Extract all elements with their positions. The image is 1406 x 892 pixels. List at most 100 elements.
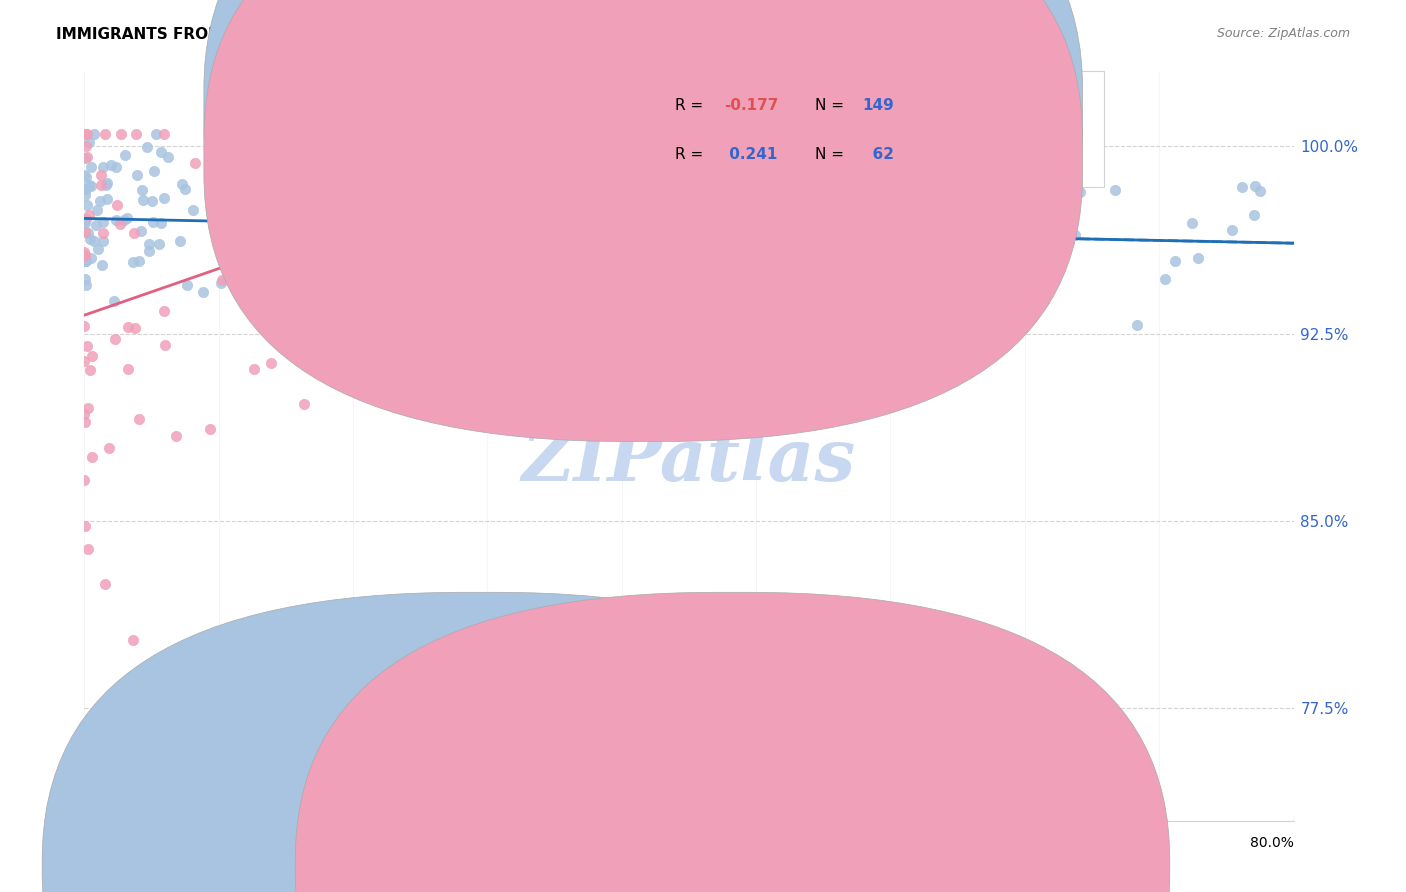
Point: [484, 267, 506, 281]
Point: [148, 236, 170, 251]
Point: [73, 415, 96, 429]
Point: [73, 213, 96, 227]
Point: [1249, 184, 1271, 198]
Point: [73, 151, 96, 165]
Point: [143, 163, 166, 178]
Point: [156, 149, 179, 163]
Point: [73, 212, 96, 227]
Point: [73, 407, 96, 421]
Text: 80.0%: 80.0%: [1250, 836, 1294, 849]
Point: [347, 207, 370, 221]
Point: [232, 127, 254, 141]
Text: ZIPatlas: ZIPatlas: [522, 425, 856, 497]
Point: [319, 282, 342, 296]
Point: [603, 238, 626, 252]
Point: [79, 363, 101, 377]
Point: [79, 178, 101, 193]
Point: [138, 236, 160, 251]
Point: [112, 212, 135, 227]
Point: [323, 202, 346, 216]
Point: [1033, 294, 1056, 309]
Point: [294, 286, 316, 301]
Point: [110, 127, 132, 141]
Point: [73, 248, 96, 262]
Point: [325, 187, 347, 202]
Point: [290, 254, 312, 268]
Point: [153, 191, 176, 205]
Point: [136, 140, 159, 154]
Point: [292, 397, 315, 411]
Point: [481, 231, 503, 245]
Point: [427, 264, 450, 278]
Point: [75, 278, 97, 293]
Point: [236, 172, 259, 186]
Point: [245, 294, 267, 309]
Point: [86, 203, 108, 218]
Point: [1187, 251, 1209, 265]
Point: [117, 320, 139, 334]
Point: [124, 226, 146, 240]
Point: [73, 354, 96, 368]
Point: [86, 219, 108, 233]
Point: [153, 127, 176, 141]
Point: [73, 253, 96, 268]
Point: [224, 188, 246, 202]
Point: [104, 332, 127, 346]
Point: [1064, 228, 1087, 243]
Point: [343, 223, 366, 237]
Point: [83, 127, 105, 141]
Point: [969, 234, 991, 248]
Point: [77, 226, 100, 240]
Point: [299, 145, 322, 159]
Point: [700, 301, 723, 315]
Point: [1029, 288, 1052, 302]
Point: [291, 266, 314, 280]
Point: [606, 199, 628, 213]
Point: [117, 362, 139, 376]
Point: [73, 187, 96, 202]
Point: [76, 197, 98, 211]
Point: [128, 254, 150, 268]
Point: [76, 339, 98, 353]
Point: [170, 178, 193, 192]
Point: [103, 293, 125, 308]
Point: [1126, 318, 1149, 332]
Point: [367, 185, 389, 199]
Point: [75, 216, 97, 230]
Point: [77, 541, 100, 556]
Point: [318, 214, 340, 228]
Point: [149, 145, 172, 159]
Point: [131, 193, 153, 207]
Point: [652, 259, 675, 273]
Text: Mexican American Indians: Mexican American Indians: [754, 859, 936, 873]
Point: [193, 285, 215, 299]
Point: [228, 150, 250, 164]
Point: [82, 349, 104, 363]
Point: [80, 160, 103, 174]
Point: [176, 277, 198, 292]
Point: [121, 633, 143, 648]
Point: [733, 194, 755, 209]
Point: [415, 247, 437, 261]
Point: [76, 127, 98, 141]
Point: [267, 224, 290, 238]
Point: [524, 194, 547, 209]
Point: [1010, 191, 1032, 205]
Point: [125, 127, 148, 141]
Point: [100, 158, 122, 172]
Point: [1295, 242, 1317, 256]
Point: [815, 127, 838, 141]
Point: [96, 176, 118, 190]
Point: [108, 217, 131, 231]
Point: [477, 249, 499, 263]
Point: [249, 141, 271, 155]
Point: [104, 160, 127, 174]
Point: [838, 235, 860, 250]
Point: [104, 212, 127, 227]
Point: [73, 248, 96, 262]
Point: [308, 255, 330, 269]
Point: [228, 131, 250, 145]
Point: [75, 225, 97, 239]
Text: N =: N =: [815, 98, 849, 112]
Point: [96, 192, 118, 206]
